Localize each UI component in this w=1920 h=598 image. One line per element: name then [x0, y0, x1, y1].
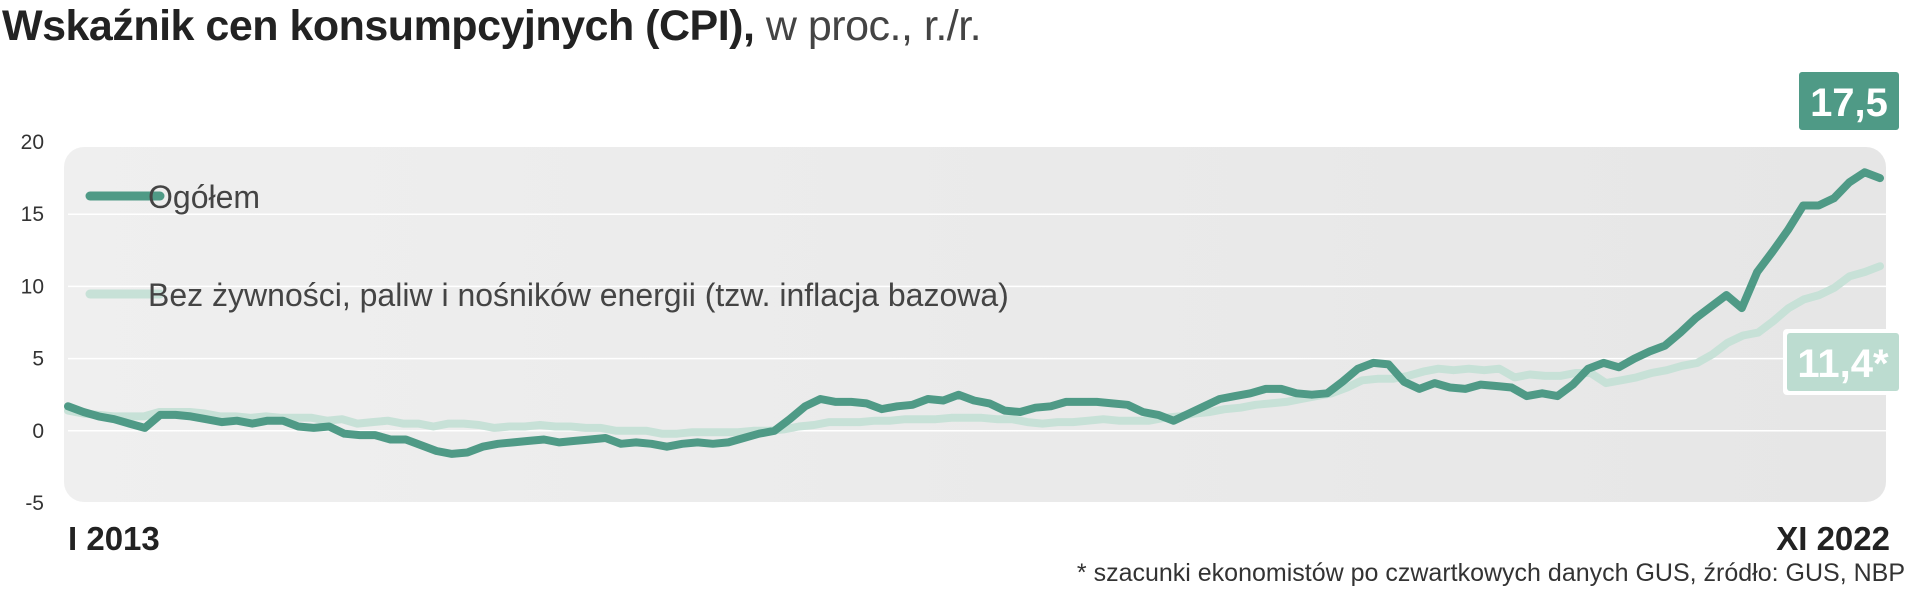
legend-label-ogolem: Ogółem: [148, 179, 260, 215]
badge-ogolem: 17,5: [1795, 68, 1903, 134]
badge-bazowa: 11,4*: [1783, 329, 1903, 395]
source-note: * szacunki ekonomistów po czwartkowych d…: [1076, 559, 1905, 587]
y-tick-label: 10: [21, 275, 44, 298]
plot-area: [64, 147, 1886, 502]
chart-title-unit: w proc., r./r.: [765, 2, 982, 50]
y-tick-label: 20: [21, 131, 44, 154]
badge-ogolem-box: [1799, 72, 1899, 130]
x-label-start: I 2013: [68, 520, 160, 557]
legend: Ogółem Bez żywności, paliw i nośników en…: [85, 179, 1009, 313]
y-tick-label: -5: [25, 492, 44, 515]
y-tick-label: 0: [32, 420, 44, 443]
gridlines: [68, 213, 1886, 432]
chart-title: Wskaźnik cen konsumpcyjnych (CPI), w pro…: [2, 2, 982, 51]
legend-label-bazowa: Bez żywności, paliw i nośników energii (…: [148, 277, 1009, 313]
x-label-end: XI 2022: [1776, 520, 1890, 557]
badge-bazowa-box: [1787, 333, 1899, 391]
series-line-bazowa: [64, 262, 1884, 438]
badge-bazowa-value: 11,4*: [1797, 342, 1889, 386]
series-lines: [64, 168, 1884, 458]
y-tick-label: 15: [21, 203, 44, 226]
y-axis-ticks: 20 15 10 5 0 -5: [21, 131, 44, 515]
badge-ogolem-value: 17,5: [1810, 81, 1888, 125]
series-line-ogolem: [64, 168, 1884, 458]
chart-title-main: Wskaźnik cen konsumpcyjnych (CPI),: [2, 2, 755, 50]
y-tick-label: 5: [32, 348, 44, 371]
